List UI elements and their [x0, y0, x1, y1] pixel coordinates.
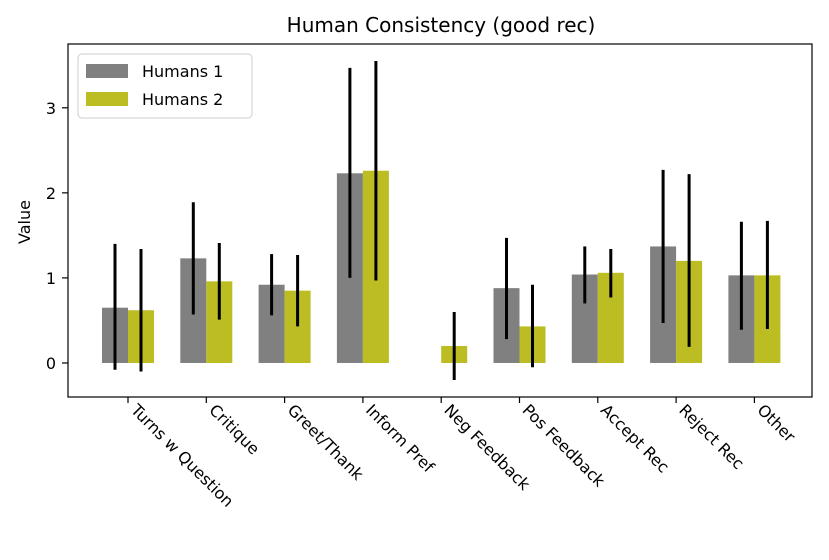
y-tick-label: 2	[46, 184, 56, 203]
legend-swatch-1	[86, 64, 128, 78]
chart-title: Human Consistency (good rec)	[287, 13, 596, 37]
x-tick-label: Pos Feedback	[519, 400, 610, 491]
y-axis-label: Value	[15, 200, 34, 244]
x-tick-label: Greet/Thank	[284, 400, 368, 484]
plot-frame	[67, 43, 813, 398]
y-tick-label: 0	[46, 354, 56, 373]
legend-label-1: Humans 1	[142, 62, 223, 81]
x-tick-label: Reject Rec	[675, 400, 748, 473]
x-tick-label: Inform Pref	[362, 400, 438, 476]
x-tick-label: Other	[754, 400, 800, 446]
x-tick-label: Critique	[205, 400, 263, 458]
legend-swatch-2	[86, 92, 128, 106]
x-tick-label: Accept Rec	[597, 400, 673, 476]
y-tick-label: 3	[46, 99, 56, 118]
legend-label-2: Humans 2	[142, 90, 223, 109]
y-tick-label: 1	[46, 269, 56, 288]
legend: Humans 1 Humans 2	[77, 53, 253, 119]
